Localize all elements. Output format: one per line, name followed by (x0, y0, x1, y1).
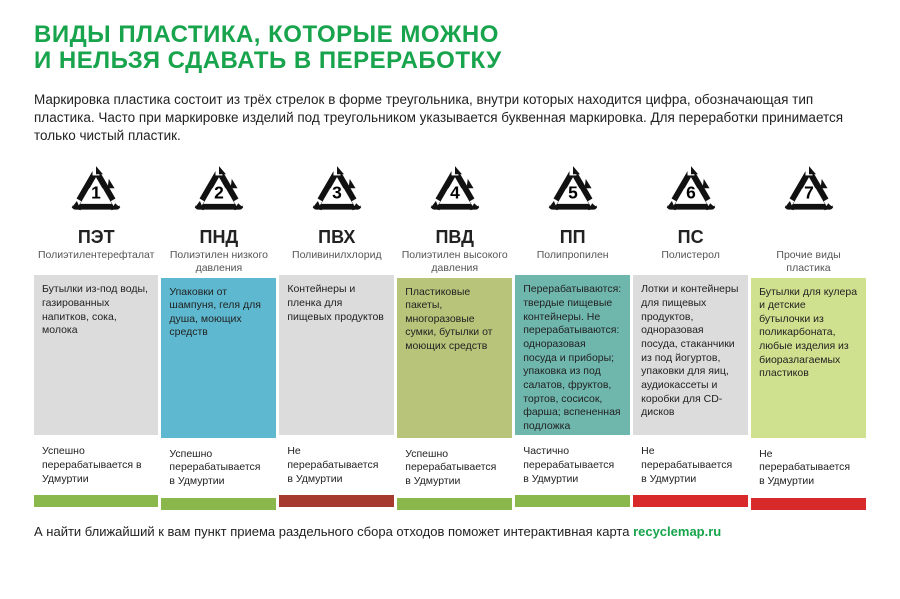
recycle-symbol-icon: 6 (662, 165, 720, 223)
examples-cell: Лотки и контейнеры для пищевых продуктов… (633, 275, 748, 435)
status-bar (161, 498, 276, 510)
plastic-fullname: Прочие виды пластика (751, 249, 866, 277)
plastic-type-column: 1 ПЭТ Полиэтилентерефталат Бутылки из-по… (34, 159, 158, 509)
recycle-symbol-icon: 1 (67, 165, 125, 223)
plastic-type-column: 4 ПВД Полиэтилен высокого давления Пласт… (397, 159, 512, 509)
footer-link[interactable]: recyclemap.ru (633, 524, 721, 539)
status-cell: Успешно перерабатывается в Удмуртии (397, 438, 512, 498)
plastic-abbr: ПВХ (279, 225, 394, 249)
examples-cell: Перерабатываются: твердые пищевые контей… (515, 275, 630, 435)
plastic-type-column: 5 ПП Полипропилен Перерабатываются: твер… (515, 159, 630, 509)
recycle-symbol-icon: 3 (308, 165, 366, 223)
status-bar (515, 495, 630, 507)
symbol-box: 2 (161, 159, 276, 225)
svg-text:7: 7 (804, 183, 814, 203)
plastic-fullname: Полипропилен (515, 249, 630, 275)
footer-text: А найти ближайший к вам пункт приема раз… (34, 524, 633, 539)
plastic-fullname: Полистерол (633, 249, 748, 275)
recycle-symbol-icon: 7 (780, 165, 838, 223)
examples-cell: Бутылки для кулера и детские бутылочки и… (751, 278, 866, 438)
status-cell: Успешно перерабатывается в Удмуртии (161, 438, 276, 498)
status-cell: Частично перерабатывается в Удмуртии (515, 435, 630, 495)
symbol-box: 6 (633, 159, 748, 225)
plastic-abbr: ПВД (397, 225, 512, 249)
plastic-abbr: ПЭТ (34, 225, 158, 249)
svg-text:4: 4 (450, 183, 460, 203)
symbol-box: 7 (751, 159, 866, 225)
svg-text:3: 3 (332, 183, 342, 203)
status-bar (397, 498, 512, 510)
plastic-type-column: 7 Прочие виды пластика Бутылки для кулер… (751, 159, 866, 509)
footer: А найти ближайший к вам пункт приема раз… (34, 524, 866, 539)
title-line-1: ВИДЫ ПЛАСТИКА, КОТОРЫЕ МОЖНО (34, 21, 499, 48)
examples-cell: Контейнеры и пленка для пищевых продукто… (279, 275, 394, 435)
status-bar (633, 495, 748, 507)
symbol-box: 4 (397, 159, 512, 225)
recycle-symbol-icon: 5 (544, 165, 602, 223)
plastic-fullname: Полиэтилен низкого давления (161, 249, 276, 277)
page-title: ВИДЫ ПЛАСТИКА, КОТОРЫЕ МОЖНО И НЕЛЬЗЯ СД… (34, 22, 866, 75)
status-bar (279, 495, 394, 507)
plastic-type-column: 2 ПНД Полиэтилен низкого давления Упаков… (161, 159, 276, 509)
plastic-abbr: ПП (515, 225, 630, 249)
plastic-type-column: 3 ПВХ Поливинилхлорид Контейнеры и пленк… (279, 159, 394, 509)
title-line-2: И НЕЛЬЗЯ СДАВАТЬ В ПЕРЕРАБОТКУ (34, 47, 502, 74)
examples-cell: Упаковки от шампуня, геля для душа, моющ… (161, 278, 276, 438)
status-cell: Не перерабатывается в Удмуртии (751, 438, 866, 498)
plastic-abbr: ПС (633, 225, 748, 249)
symbol-box: 1 (34, 159, 158, 225)
plastic-fullname: Полиэтилен высокого давления (397, 249, 512, 277)
status-cell: Не перерабатывается в Удмуртии (279, 435, 394, 495)
plastic-fullname: Полиэтилентерефталат (34, 249, 158, 275)
plastic-fullname: Поливинилхлорид (279, 249, 394, 275)
examples-cell: Бутылки из-под воды, газированных напитк… (34, 275, 158, 435)
plastic-abbr: ПНД (161, 225, 276, 249)
symbol-box: 5 (515, 159, 630, 225)
status-cell: Успешно перерабатывается в Удмуртии (34, 435, 158, 495)
status-bar (34, 495, 158, 507)
status-cell: Не перерабатывается в Удмуртии (633, 435, 748, 495)
examples-cell: Пластиковые пакеты, многоразовые сумки, … (397, 278, 512, 438)
plastic-abbr (751, 225, 866, 249)
recycle-symbol-icon: 2 (190, 165, 248, 223)
plastic-type-column: 6 ПС Полистерол Лотки и контейнеры для п… (633, 159, 748, 509)
intro-text: Маркировка пластика состоит из трёх стре… (34, 91, 866, 146)
status-bar (751, 498, 866, 510)
svg-text:2: 2 (214, 183, 224, 203)
svg-text:1: 1 (91, 183, 101, 203)
svg-text:5: 5 (568, 183, 578, 203)
plastic-types-grid: 1 ПЭТ Полиэтилентерефталат Бутылки из-по… (34, 159, 866, 509)
svg-text:6: 6 (686, 183, 696, 203)
symbol-box: 3 (279, 159, 394, 225)
recycle-symbol-icon: 4 (426, 165, 484, 223)
